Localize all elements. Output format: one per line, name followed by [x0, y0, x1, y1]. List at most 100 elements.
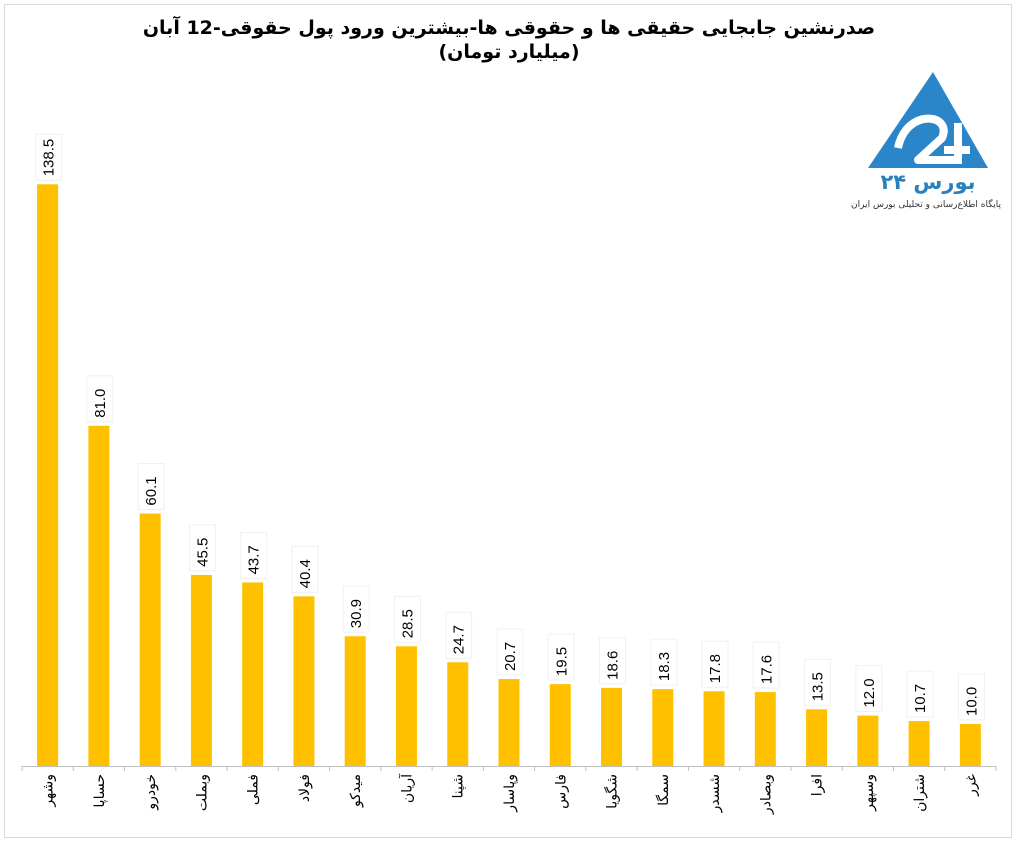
- bar: [549, 684, 571, 766]
- data-label: 28.5: [399, 609, 416, 638]
- category-label: شگویا: [604, 774, 621, 809]
- category-label: افرا: [810, 774, 826, 796]
- data-label: 81.0: [92, 389, 109, 418]
- bar: [498, 679, 520, 766]
- chart-title-block: صدرنشین جابجایی حقیقی ها و حقوقی ها-بیشت…: [0, 16, 1018, 64]
- bar: [293, 596, 315, 766]
- data-label-box: [650, 638, 678, 686]
- category-label: شپنا: [451, 774, 467, 798]
- bar: [88, 425, 110, 766]
- data-label: 12.0: [861, 678, 878, 707]
- data-label-group: 24.7: [445, 611, 473, 659]
- category-label: فملی: [246, 774, 262, 805]
- category-label: میدکو: [348, 774, 364, 808]
- data-label-group: 60.1: [137, 463, 165, 511]
- bar: [857, 715, 879, 766]
- data-label-box: [906, 670, 934, 718]
- chart-frame: [4, 4, 1012, 838]
- bar: [959, 724, 981, 766]
- data-label-box: [35, 133, 63, 181]
- bar: [806, 709, 828, 766]
- data-label-box: [240, 531, 268, 579]
- data-label: 18.3: [656, 652, 673, 681]
- data-label-group: 138.5: [35, 133, 63, 181]
- chart-subtitle: (میلیارد تومان): [438, 41, 580, 63]
- data-label-box: [547, 633, 575, 681]
- data-label-group: 10.7: [906, 670, 934, 718]
- bar: [908, 721, 930, 766]
- category-label: حساپا: [92, 774, 108, 808]
- data-label-box: [701, 640, 729, 688]
- bar: [37, 184, 59, 767]
- data-label-group: 40.4: [291, 545, 319, 593]
- bar: [190, 574, 212, 766]
- bourse24-logo-icon: [868, 72, 988, 168]
- data-label-group: 17.8: [701, 640, 729, 688]
- data-label: 138.5: [41, 139, 58, 177]
- logo-tagline: پایگاه اطلاع‌رسانی و تحلیلی بورس ایران: [851, 200, 1001, 210]
- data-label-group: 19.5: [547, 633, 575, 681]
- bar: [447, 662, 469, 766]
- data-label: 30.9: [348, 599, 365, 628]
- chart-title: صدرنشین جابجایی حقیقی ها و حقوقی ها-بیشت…: [142, 17, 876, 39]
- data-label-group: 20.7: [496, 628, 524, 676]
- category-label: وسپهر: [861, 774, 877, 812]
- data-label: 17.8: [707, 654, 724, 683]
- data-label: 19.5: [553, 647, 570, 676]
- category-label: خودرو: [143, 774, 159, 811]
- data-label-box: [957, 673, 985, 721]
- data-label-box: [752, 641, 780, 689]
- data-label: 20.7: [502, 642, 519, 671]
- category-label: سمگا: [655, 774, 672, 806]
- data-label-box: [445, 611, 473, 659]
- bar: [344, 636, 366, 766]
- bar: [601, 687, 623, 766]
- category-label: وپاسار: [502, 774, 518, 813]
- data-label: 24.7: [451, 625, 468, 654]
- bar: [395, 646, 417, 766]
- category-label: غرر: [963, 774, 979, 797]
- category-label: شتران: [912, 774, 928, 812]
- data-label-box: [342, 585, 370, 633]
- data-label: 40.4: [297, 559, 314, 588]
- category-label: فولاد: [297, 774, 313, 802]
- bar: [703, 691, 725, 766]
- data-label-box: [804, 658, 832, 706]
- data-label: 43.7: [246, 545, 263, 574]
- category-label: وشهر: [41, 774, 57, 808]
- category-label: آریان: [398, 773, 415, 803]
- data-label-group: 12.0: [855, 665, 883, 713]
- data-label-group: 13.5: [804, 658, 832, 706]
- data-label-box: [855, 665, 883, 713]
- data-label-group: 81.0: [86, 375, 114, 423]
- data-label: 45.5: [194, 538, 211, 567]
- data-label: 10.0: [963, 687, 980, 716]
- data-label: 18.6: [605, 651, 622, 680]
- data-label-group: 18.6: [599, 637, 627, 685]
- bar: [754, 692, 776, 766]
- data-label-group: 45.5: [188, 524, 216, 572]
- data-label-box: [393, 595, 421, 643]
- category-label: وبملت: [194, 774, 210, 811]
- data-label: 10.7: [912, 684, 929, 713]
- bar: [652, 689, 674, 766]
- data-label-group: 18.3: [650, 638, 678, 686]
- category-label: فارس: [553, 774, 569, 809]
- data-label-box: [188, 524, 216, 572]
- category-label: شسدر: [707, 774, 723, 813]
- data-label: 17.6: [758, 655, 775, 684]
- data-label-box: [137, 463, 165, 511]
- data-label-group: 28.5: [393, 595, 421, 643]
- logo-name: بورس ۲۴: [880, 170, 976, 194]
- data-label-box: [291, 545, 319, 593]
- data-label-box: [86, 375, 114, 423]
- data-label: 60.1: [143, 476, 160, 505]
- data-label-group: 10.0: [957, 673, 985, 721]
- data-label-group: 30.9: [342, 585, 370, 633]
- data-label: 13.5: [810, 672, 827, 701]
- data-label-group: 17.6: [752, 641, 780, 689]
- data-label-box: [496, 628, 524, 676]
- category-label: وبصادر: [758, 774, 774, 815]
- bar: [139, 513, 161, 766]
